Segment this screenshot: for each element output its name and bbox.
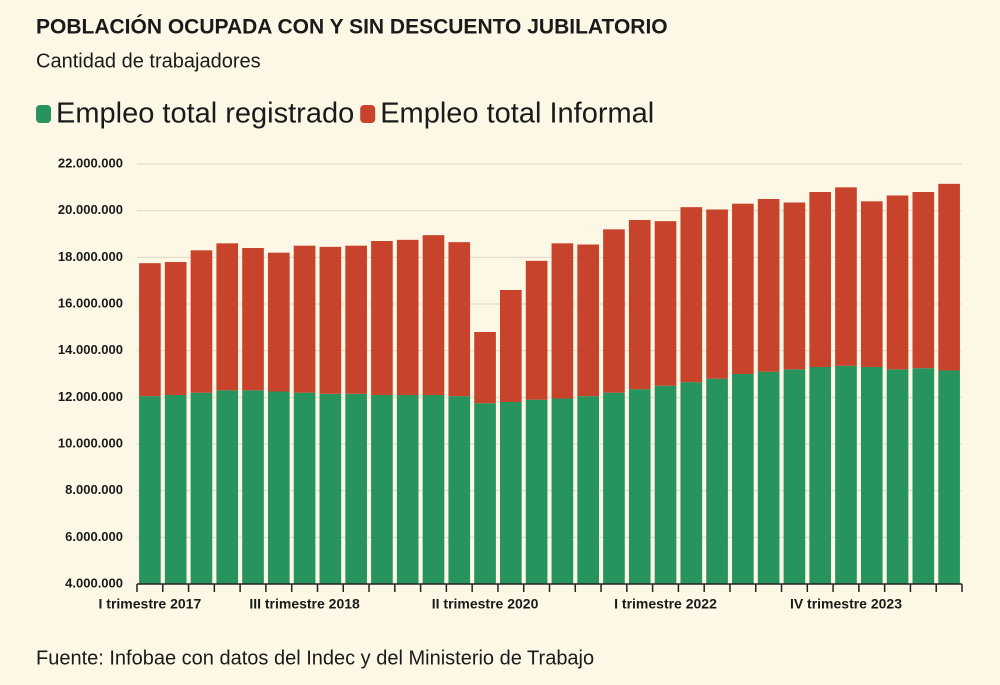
bar-segment [912, 192, 935, 369]
bar-segment [809, 367, 832, 584]
x-tick-label: IV trimestre 2023 [790, 596, 902, 612]
bar-segment [835, 365, 857, 584]
chart-title: POBLACIÓN OCUPADA CON Y SIN DESCUENTO JU… [36, 15, 668, 39]
bar-segment [448, 242, 471, 397]
bar-segment [938, 183, 960, 371]
bar-segment [603, 392, 625, 584]
bar-segment [757, 199, 780, 372]
bar-segment [190, 392, 213, 584]
bar-segment [267, 252, 290, 392]
x-tick-label: II trimestre 2020 [432, 596, 539, 612]
legend-swatch [360, 105, 376, 123]
bar-segment [860, 367, 883, 584]
legend-swatch [36, 105, 51, 123]
y-tick-label: 22.000.000 [58, 155, 123, 170]
bar-segment [525, 399, 548, 584]
bar-segment [293, 392, 316, 584]
bar-segment [396, 395, 419, 584]
bar-segment [551, 398, 574, 584]
bar-segment [371, 395, 393, 584]
bar-segment [267, 391, 290, 584]
bar-segment [628, 389, 651, 584]
bar-segment [938, 370, 960, 584]
y-tick-label: 20.000.000 [58, 202, 123, 217]
y-tick-label: 18.000.000 [58, 249, 123, 264]
bar-segment [190, 250, 213, 393]
bar-segment [319, 393, 342, 584]
source: Fuente: Infobae con datos del Indec y de… [36, 647, 594, 669]
bar-segment [216, 243, 239, 391]
legend-label: Empleo total registrado [56, 98, 354, 130]
bar-segment [345, 245, 367, 394]
bar-segment [757, 371, 780, 584]
y-tick-label: 8.000.000 [65, 482, 123, 497]
bar-segment [164, 395, 187, 584]
y-tick-label: 16.000.000 [58, 295, 123, 310]
legend-label: Empleo total Informal [380, 98, 654, 130]
bar-segment [706, 209, 728, 379]
bar-segment [396, 239, 419, 395]
bar-segment [809, 192, 832, 367]
bar-segment [448, 396, 471, 584]
bar-segment [783, 369, 806, 584]
y-tick-label: 6.000.000 [65, 529, 123, 544]
bar-segment [628, 220, 651, 390]
y-tick-label: 14.000.000 [58, 342, 123, 357]
bar-segment [732, 374, 754, 584]
bar-segment [680, 382, 703, 584]
bar-segment [474, 332, 496, 404]
bar-segment [886, 369, 909, 584]
bar-segment [886, 195, 909, 370]
y-tick-label: 12.000.000 [58, 389, 123, 404]
bar-segment [706, 378, 728, 584]
bar-segment [500, 290, 522, 402]
bar-segment [525, 260, 548, 400]
y-tick-label: 10.000.000 [58, 435, 123, 450]
bar-segment [422, 235, 445, 395]
bar-segment [164, 262, 187, 395]
bar-segment [242, 248, 264, 391]
bar-segment [912, 368, 935, 584]
chart-subtitle: Cantidad de trabajadores [36, 50, 261, 72]
bar-segment [422, 395, 445, 584]
x-tick-label: I trimestre 2017 [99, 596, 202, 612]
bar-segment [551, 243, 574, 399]
bar-segment [577, 396, 599, 584]
y-tick-label: 4.000.000 [65, 575, 123, 590]
bar-segment [654, 385, 677, 584]
bar-segment [216, 390, 239, 584]
bar-segment [860, 201, 883, 367]
bar-segment [139, 396, 161, 584]
bar-segment [345, 393, 367, 584]
x-tick-label: III trimestre 2018 [249, 596, 360, 612]
bar-segment [371, 241, 393, 395]
bar-segment [293, 245, 316, 393]
bar-segment [783, 202, 806, 370]
bar-segment [732, 203, 754, 374]
bar-segment [680, 207, 703, 383]
bar-segment [654, 221, 677, 386]
bar-segment [319, 246, 342, 394]
bar-segment [500, 402, 522, 584]
bar-segment [603, 229, 625, 393]
bar-segment [139, 263, 161, 397]
bar-segment [242, 390, 264, 584]
bar-segment [577, 244, 599, 397]
x-tick-label: I trimestre 2022 [614, 596, 717, 612]
bar-segment [835, 187, 857, 366]
bar-segment [474, 403, 496, 584]
